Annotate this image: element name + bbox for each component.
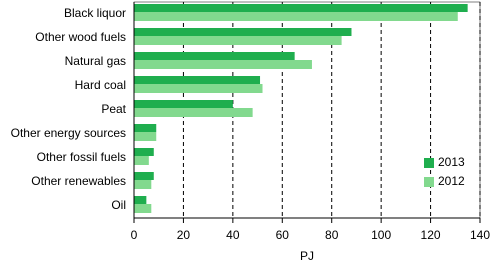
y-tick-label: Other fossil fuels	[37, 150, 126, 164]
x-tick-label: 0	[131, 228, 138, 242]
legend-label: 2012	[438, 174, 465, 188]
y-tick-label: Black liquor	[64, 6, 126, 20]
y-tick-label: Natural gas	[65, 54, 126, 68]
legend-swatch	[424, 158, 434, 168]
x-axis-label: PJ	[300, 249, 314, 263]
bar	[134, 36, 342, 45]
x-tick-label: 20	[177, 228, 191, 242]
x-tick-label: 120	[421, 228, 441, 242]
y-tick-label: Oil	[111, 198, 126, 212]
legend-swatch	[424, 177, 434, 187]
bar	[134, 148, 154, 156]
x-tick-label: 100	[371, 228, 391, 242]
x-tick-label: 80	[325, 228, 339, 242]
x-tick-label: 40	[226, 228, 240, 242]
bar	[134, 28, 352, 36]
y-tick-label: Other wood fuels	[35, 30, 126, 44]
bar	[134, 180, 152, 189]
bar	[134, 84, 263, 93]
bar	[134, 132, 157, 141]
y-tick-label: Peat	[101, 102, 126, 116]
bar	[134, 172, 154, 180]
y-tick-label: Hard coal	[75, 78, 126, 92]
y-tick-label: Other energy sources	[11, 126, 126, 140]
bar	[134, 108, 253, 117]
bar	[134, 60, 312, 69]
x-tick-label: 60	[276, 228, 290, 242]
bar	[134, 196, 147, 204]
y-tick-label: Other renewables	[31, 174, 126, 188]
x-tick-label: 140	[470, 228, 490, 242]
bar	[134, 4, 468, 12]
bar	[134, 52, 295, 60]
legend-label: 2013	[438, 155, 465, 169]
bar	[134, 156, 149, 165]
bar	[134, 12, 458, 21]
bar	[134, 100, 233, 108]
plot-frame	[133, 1, 481, 219]
bar	[134, 76, 261, 84]
bar	[134, 124, 157, 132]
bar	[134, 204, 152, 213]
